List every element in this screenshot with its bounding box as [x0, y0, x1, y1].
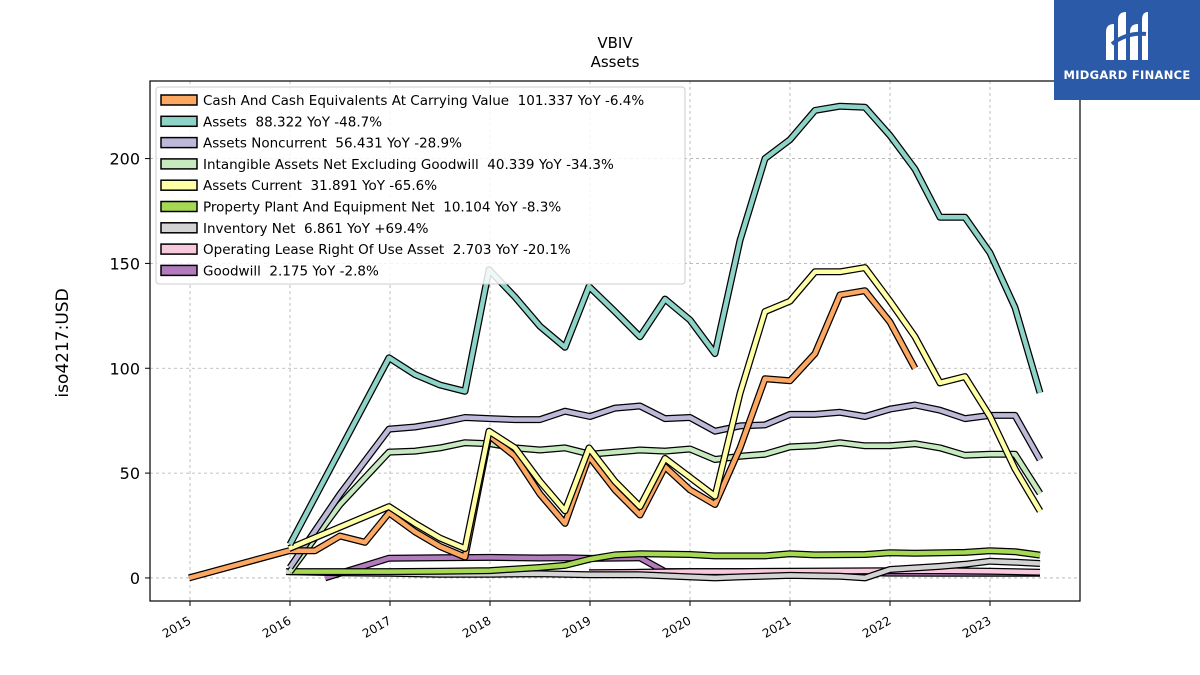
legend-swatch [160, 158, 198, 170]
x-tick-label: 2021 [760, 613, 793, 640]
y-tick-label: 200 [109, 150, 140, 169]
x-tick-label: 2017 [360, 613, 393, 640]
chart-title: VBIV [597, 34, 633, 52]
series-path [288, 402, 1042, 569]
legend-label: Assets Noncurrent 56.431 YoY -28.9% [203, 136, 462, 152]
x-tick-label: 2015 [160, 613, 193, 640]
legend-label: Cash And Cash Equivalents At Carrying Va… [203, 93, 644, 109]
series-line-7 [287, 264, 1044, 553]
legend-swatch [160, 179, 198, 191]
y-tick-label: 50 [120, 464, 140, 483]
y-tick-label: 0 [130, 569, 140, 588]
midgard-logo-icon [1106, 12, 1148, 60]
legend-box [155, 86, 686, 285]
series-layer [188, 102, 1044, 582]
legend-swatch [160, 136, 198, 149]
plot-frame [149, 80, 1081, 602]
legend-label: Goodwill 2.175 YoY -2.8% [203, 263, 379, 279]
y-axis-label: iso4217:USD [53, 288, 73, 397]
x-tick-label: 2022 [860, 613, 893, 640]
legend-label: Assets Current 31.891 YoY -65.6% [203, 178, 437, 194]
series-path [288, 103, 1043, 546]
legend-label: Inventory Net 6.861 YoY +69.4% [203, 221, 429, 237]
legend-label: Intangible Assets Net Excluding Goodwill… [203, 157, 614, 173]
legend-swatch [160, 200, 198, 213]
chart-subtitle: Assets [591, 53, 640, 71]
legend-label: Property Plant And Equipment Net 10.104 … [203, 200, 561, 216]
x-tick-label: 2016 [260, 613, 293, 640]
legend-swatch [160, 222, 198, 234]
brand-badge: MIDGARD FINANCE [1054, 0, 1200, 100]
x-tick-label: 2023 [960, 613, 993, 640]
series-path [288, 265, 1042, 551]
series-line-1 [588, 567, 1041, 577]
legend-swatch [160, 243, 198, 255]
series-line-8 [286, 102, 1044, 547]
x-tick-label: 2020 [660, 613, 693, 640]
series-path [288, 440, 1042, 573]
x-tick-label: 2018 [460, 613, 493, 640]
series-line-4 [287, 439, 1043, 574]
y-tick-label: 100 [109, 359, 140, 378]
legend-swatch [160, 264, 198, 277]
y-tick-label: 150 [109, 254, 140, 273]
series-line-3 [290, 547, 1041, 576]
brand-name: MIDGARD FINANCE [1063, 68, 1191, 82]
series-path [588, 568, 1041, 575]
series-path [290, 548, 1041, 574]
legend-swatch [160, 115, 198, 128]
legend-swatch [160, 94, 198, 106]
legend-label: Assets 88.322 YoY -48.7% [203, 114, 382, 130]
legend-label: Operating Lease Right Of Use Asset 2.703… [203, 242, 571, 258]
series-line-5 [287, 401, 1044, 570]
legend: Cash And Cash Equivalents At Carrying Va… [155, 86, 686, 285]
x-tick-label: 2019 [560, 613, 593, 640]
